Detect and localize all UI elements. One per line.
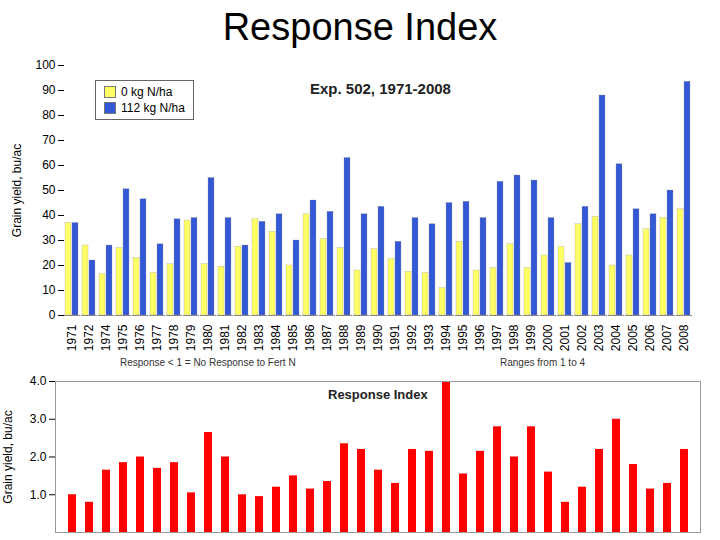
svg-text:1980: 1980 [201,324,215,351]
svg-text:1987: 1987 [320,324,334,351]
svg-text:1971: 1971 [65,324,79,351]
svg-text:1972: 1972 [82,324,96,351]
svg-text:100: 100 [35,58,55,72]
html-text:112 kg N/ha: 112 kg N/ha [121,101,185,115]
svg-text:Grain yield, bu/ac: Grain yield, bu/ac [10,144,24,237]
svg-text:2000: 2000 [541,324,555,351]
svg-text:90: 90 [42,83,56,97]
svg-text:30: 30 [42,233,56,247]
svg-text:2008: 2008 [677,324,691,351]
svg-text:1975: 1975 [116,324,130,351]
svg-text:10: 10 [42,283,56,297]
svg-text:1989: 1989 [354,324,368,351]
svg-text:1986: 1986 [303,324,317,351]
svg-text:1998: 1998 [507,324,521,351]
svg-text:2002: 2002 [575,324,589,351]
svg-text:1997: 1997 [490,324,504,351]
svg-text:2.0: 2.0 [30,450,47,464]
svg-text:4.0: 4.0 [30,374,47,388]
svg-text:1977: 1977 [150,324,164,351]
svg-text:2003: 2003 [592,324,606,351]
svg-text:1.0: 1.0 [30,488,47,502]
svg-text:2007: 2007 [660,324,674,351]
html-text:Ranges from 1 to 4: Ranges from 1 to 4 [500,357,585,368]
svg-text:1983: 1983 [252,324,266,351]
svg-text:1981: 1981 [218,324,232,351]
svg-text:50: 50 [42,183,56,197]
svg-text:1979: 1979 [184,324,198,351]
svg-text:1984: 1984 [269,324,283,351]
svg-text:3.0: 3.0 [30,412,47,426]
svg-text:1991: 1991 [388,324,402,351]
svg-text:Grain yield, bu/ac: Grain yield, bu/ac [1,410,15,503]
svg-text:20: 20 [42,258,56,272]
svg-text:2001: 2001 [558,324,572,351]
svg-text:1996: 1996 [473,324,487,351]
svg-text:1974: 1974 [99,324,113,351]
svg-text:1978: 1978 [167,324,181,351]
svg-text:1990: 1990 [371,324,385,351]
html-text:Exp. 502, 1971-2008: Exp. 502, 1971-2008 [310,80,451,97]
svg-text:2004: 2004 [609,324,623,351]
svg-text:2006: 2006 [643,324,657,351]
svg-text:1985: 1985 [286,324,300,351]
svg-text:80: 80 [42,108,56,122]
svg-text:1976: 1976 [133,324,147,351]
svg-text:1994: 1994 [439,324,453,351]
svg-text:1992: 1992 [405,324,419,351]
svg-text:1982: 1982 [235,324,249,351]
html-text:0 kg N/ha: 0 kg N/ha [121,85,173,99]
svg-text:40: 40 [42,208,56,222]
svg-text:60: 60 [42,158,56,172]
html-text:Response < 1 = No Response to: Response < 1 = No Response to Fert N [120,357,296,368]
svg-text:70: 70 [42,133,56,147]
svg-text:1988: 1988 [337,324,351,351]
svg-text:1999: 1999 [524,324,538,351]
html-text:Response Index: Response Index [222,6,498,48]
svg-text:2005: 2005 [626,324,640,351]
svg-text:1995: 1995 [456,324,470,351]
svg-text:1993: 1993 [422,324,436,351]
html-text:Response Index: Response Index [328,387,428,402]
svg-text:0: 0 [49,308,56,322]
